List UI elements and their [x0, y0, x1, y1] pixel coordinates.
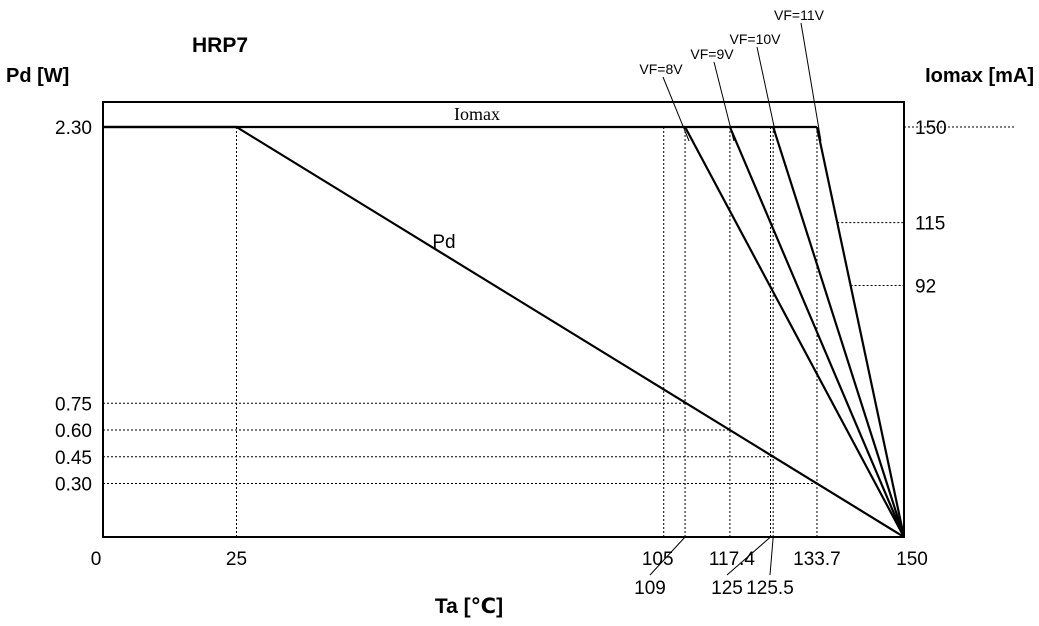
- vf-line: [772, 126, 906, 538]
- vf-label: VF=9V: [690, 46, 734, 62]
- pd-line: [103, 125, 905, 538]
- vf-line: [684, 126, 905, 538]
- y-right-tick-label: 92: [915, 277, 936, 298]
- y-left-tick-label: 2.30: [55, 118, 92, 139]
- x-tick-label: 150: [896, 549, 928, 570]
- x-tick-label: 133.7: [793, 549, 841, 570]
- y-axis-left-label: Pd [W]: [6, 65, 69, 87]
- y-right-tick-label: 150: [915, 118, 947, 139]
- tick-labels: 2.30 0.75 0.60 0.45 0.30 150 115 92 0 25 105 109 117…: [55, 118, 947, 599]
- x-tick-label: 125.5: [746, 578, 794, 599]
- vf-label: VF=11V: [774, 7, 825, 23]
- series-lines: [103, 125, 906, 538]
- vf-label-leader: [662, 76, 690, 142]
- y-axis-right-label: Iomax [mA]: [925, 65, 1034, 87]
- y-left-tick-label: 0.45: [55, 448, 92, 469]
- vf-label-leader: [756, 46, 778, 142]
- y-left-tick-label: 0.60: [55, 421, 92, 442]
- pd-label: Pd: [432, 232, 455, 253]
- x-tick-label: 117.4: [709, 549, 756, 570]
- y-right-tick-label: 115: [915, 214, 945, 235]
- x-tick-label: 0: [91, 549, 102, 570]
- x-axis-label: Ta [℃]: [435, 595, 503, 618]
- reference-lines: [103, 126, 1014, 537]
- x-tick-label: 25: [226, 549, 247, 570]
- y-left-tick-label: 0.75: [55, 394, 92, 415]
- x-tick-leader: [769, 536, 774, 576]
- vf-label: VF=10V: [730, 31, 782, 47]
- iomax-label: Iomax: [454, 104, 500, 124]
- vf-label-leader: [800, 22, 822, 142]
- vf-line: [728, 126, 906, 538]
- x-tick-label: 109: [634, 578, 666, 599]
- x-tick-label: 125: [711, 578, 743, 599]
- y-left-tick-label: 0.30: [55, 475, 92, 496]
- vf-label: VF=8V: [639, 61, 683, 77]
- vf-label-leader: [713, 61, 735, 142]
- x-tick-label: 105: [642, 549, 674, 570]
- vf-line: [815, 126, 906, 538]
- x-tick-leader: [726, 536, 771, 576]
- x-tick-leader: [649, 536, 686, 576]
- chart-title: HRP7: [192, 34, 248, 57]
- plot-frame: [102, 101, 905, 538]
